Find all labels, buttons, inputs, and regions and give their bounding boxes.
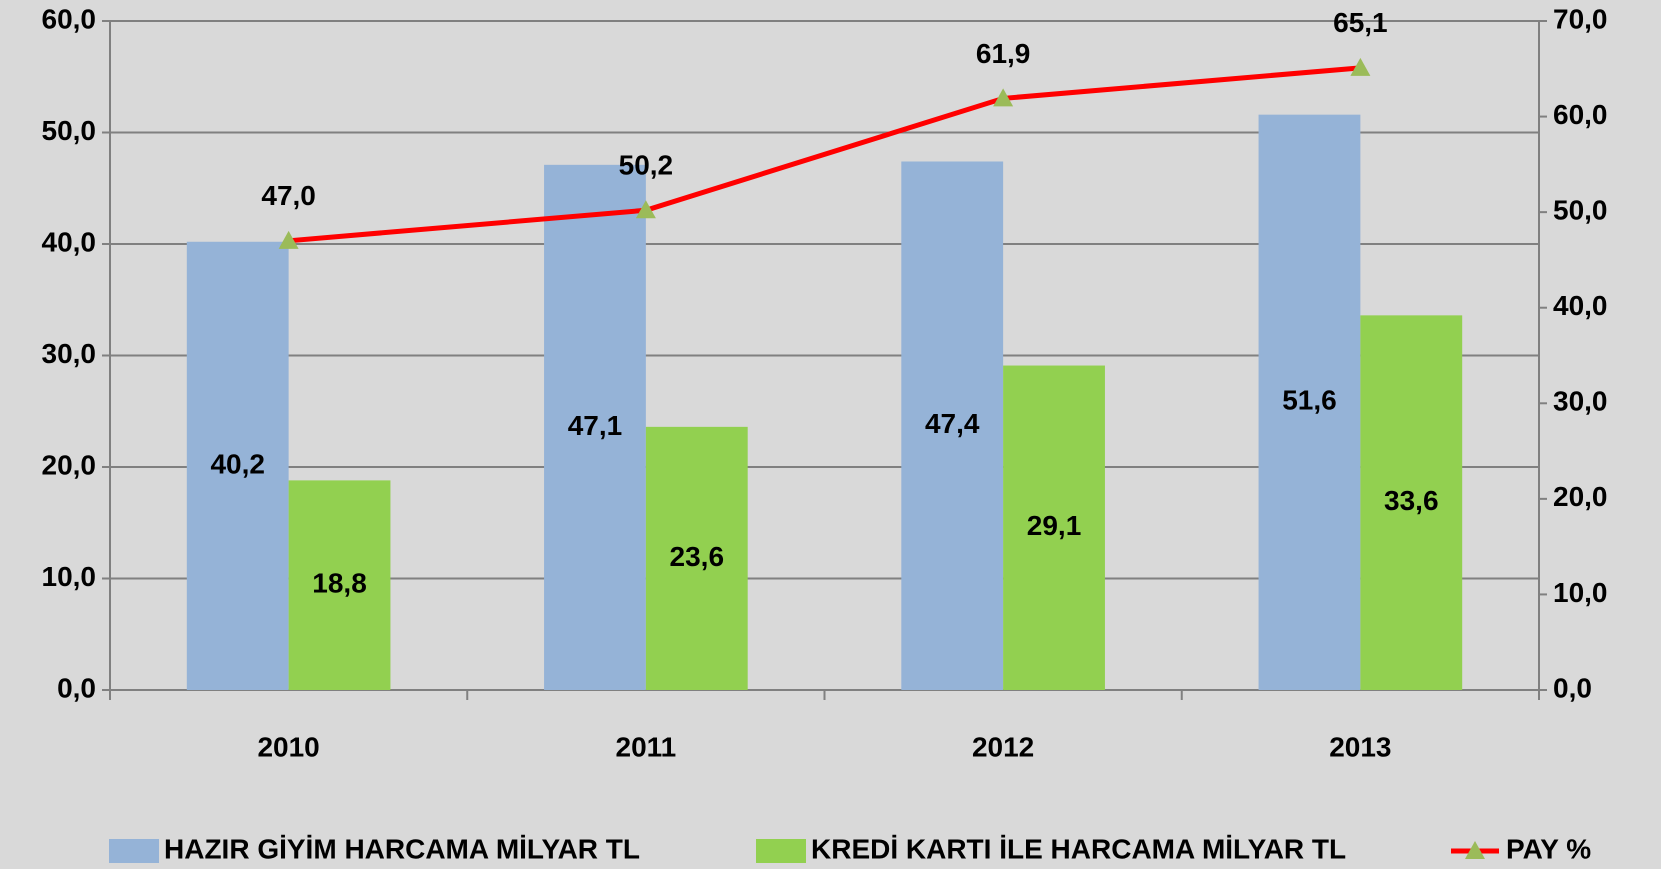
legend-label: KREDİ KARTI İLE HARCAMA MİLYAR TL — [811, 833, 1346, 864]
line-marker — [635, 200, 656, 219]
y-tick-label: 40,0 — [42, 226, 97, 257]
x-tick-label: 2011 — [616, 731, 677, 762]
line-marker — [993, 88, 1014, 107]
line-marker — [278, 230, 299, 249]
bar-value-label: 33,6 — [1384, 485, 1439, 516]
bar-value-label: 29,1 — [1027, 510, 1082, 541]
legend-marker — [1465, 841, 1485, 859]
bar — [1360, 315, 1463, 690]
legend-label: PAY % — [1506, 833, 1591, 864]
bar-value-label: 47,4 — [925, 408, 980, 439]
line-value-label: 65,1 — [1333, 7, 1388, 38]
line-value-label: 61,9 — [976, 38, 1031, 69]
y2-tick-label: 10,0 — [1553, 577, 1608, 608]
y2-tick-label: 20,0 — [1553, 481, 1608, 512]
bar — [288, 480, 391, 690]
y-tick-label: 0,0 — [57, 672, 96, 703]
y2-tick-label: 30,0 — [1553, 386, 1608, 417]
bar — [901, 161, 1004, 691]
line-value-label: 50,2 — [619, 150, 674, 181]
bar — [645, 426, 748, 690]
bar — [1258, 114, 1361, 690]
line-value-label: 47,0 — [261, 180, 316, 211]
line-marker — [1350, 57, 1371, 76]
y-tick-label: 10,0 — [42, 561, 97, 592]
legend-swatch — [756, 839, 806, 863]
bar — [186, 241, 289, 690]
y-tick-label: 60,0 — [42, 3, 97, 34]
y-tick-label: 30,0 — [42, 338, 97, 369]
x-tick-label: 2010 — [257, 731, 319, 762]
y2-tick-label: 0,0 — [1553, 672, 1592, 703]
y-tick-label: 50,0 — [42, 115, 97, 146]
bar-value-label: 51,6 — [1282, 385, 1337, 416]
legend-swatch — [109, 839, 159, 863]
line — [288, 65, 1361, 244]
legend-label: HAZIR GİYİM HARCAMA MİLYAR TL — [164, 833, 640, 864]
x-tick-label: 2013 — [1329, 731, 1391, 762]
y-tick-label: 20,0 — [42, 449, 97, 480]
x-tick-label: 2012 — [972, 731, 1034, 762]
bar — [544, 164, 646, 690]
y2-tick-label: 40,0 — [1553, 290, 1608, 321]
y2-tick-label: 60,0 — [1553, 99, 1608, 130]
y2-tick-label: 70,0 — [1553, 3, 1608, 34]
bar — [1003, 365, 1105, 690]
bar-value-label: 40,2 — [210, 448, 265, 479]
bar-value-label: 23,6 — [670, 541, 725, 572]
bar-value-label: 47,1 — [568, 410, 623, 441]
y2-tick-label: 50,0 — [1553, 195, 1608, 226]
bar-value-label: 18,8 — [312, 568, 367, 599]
